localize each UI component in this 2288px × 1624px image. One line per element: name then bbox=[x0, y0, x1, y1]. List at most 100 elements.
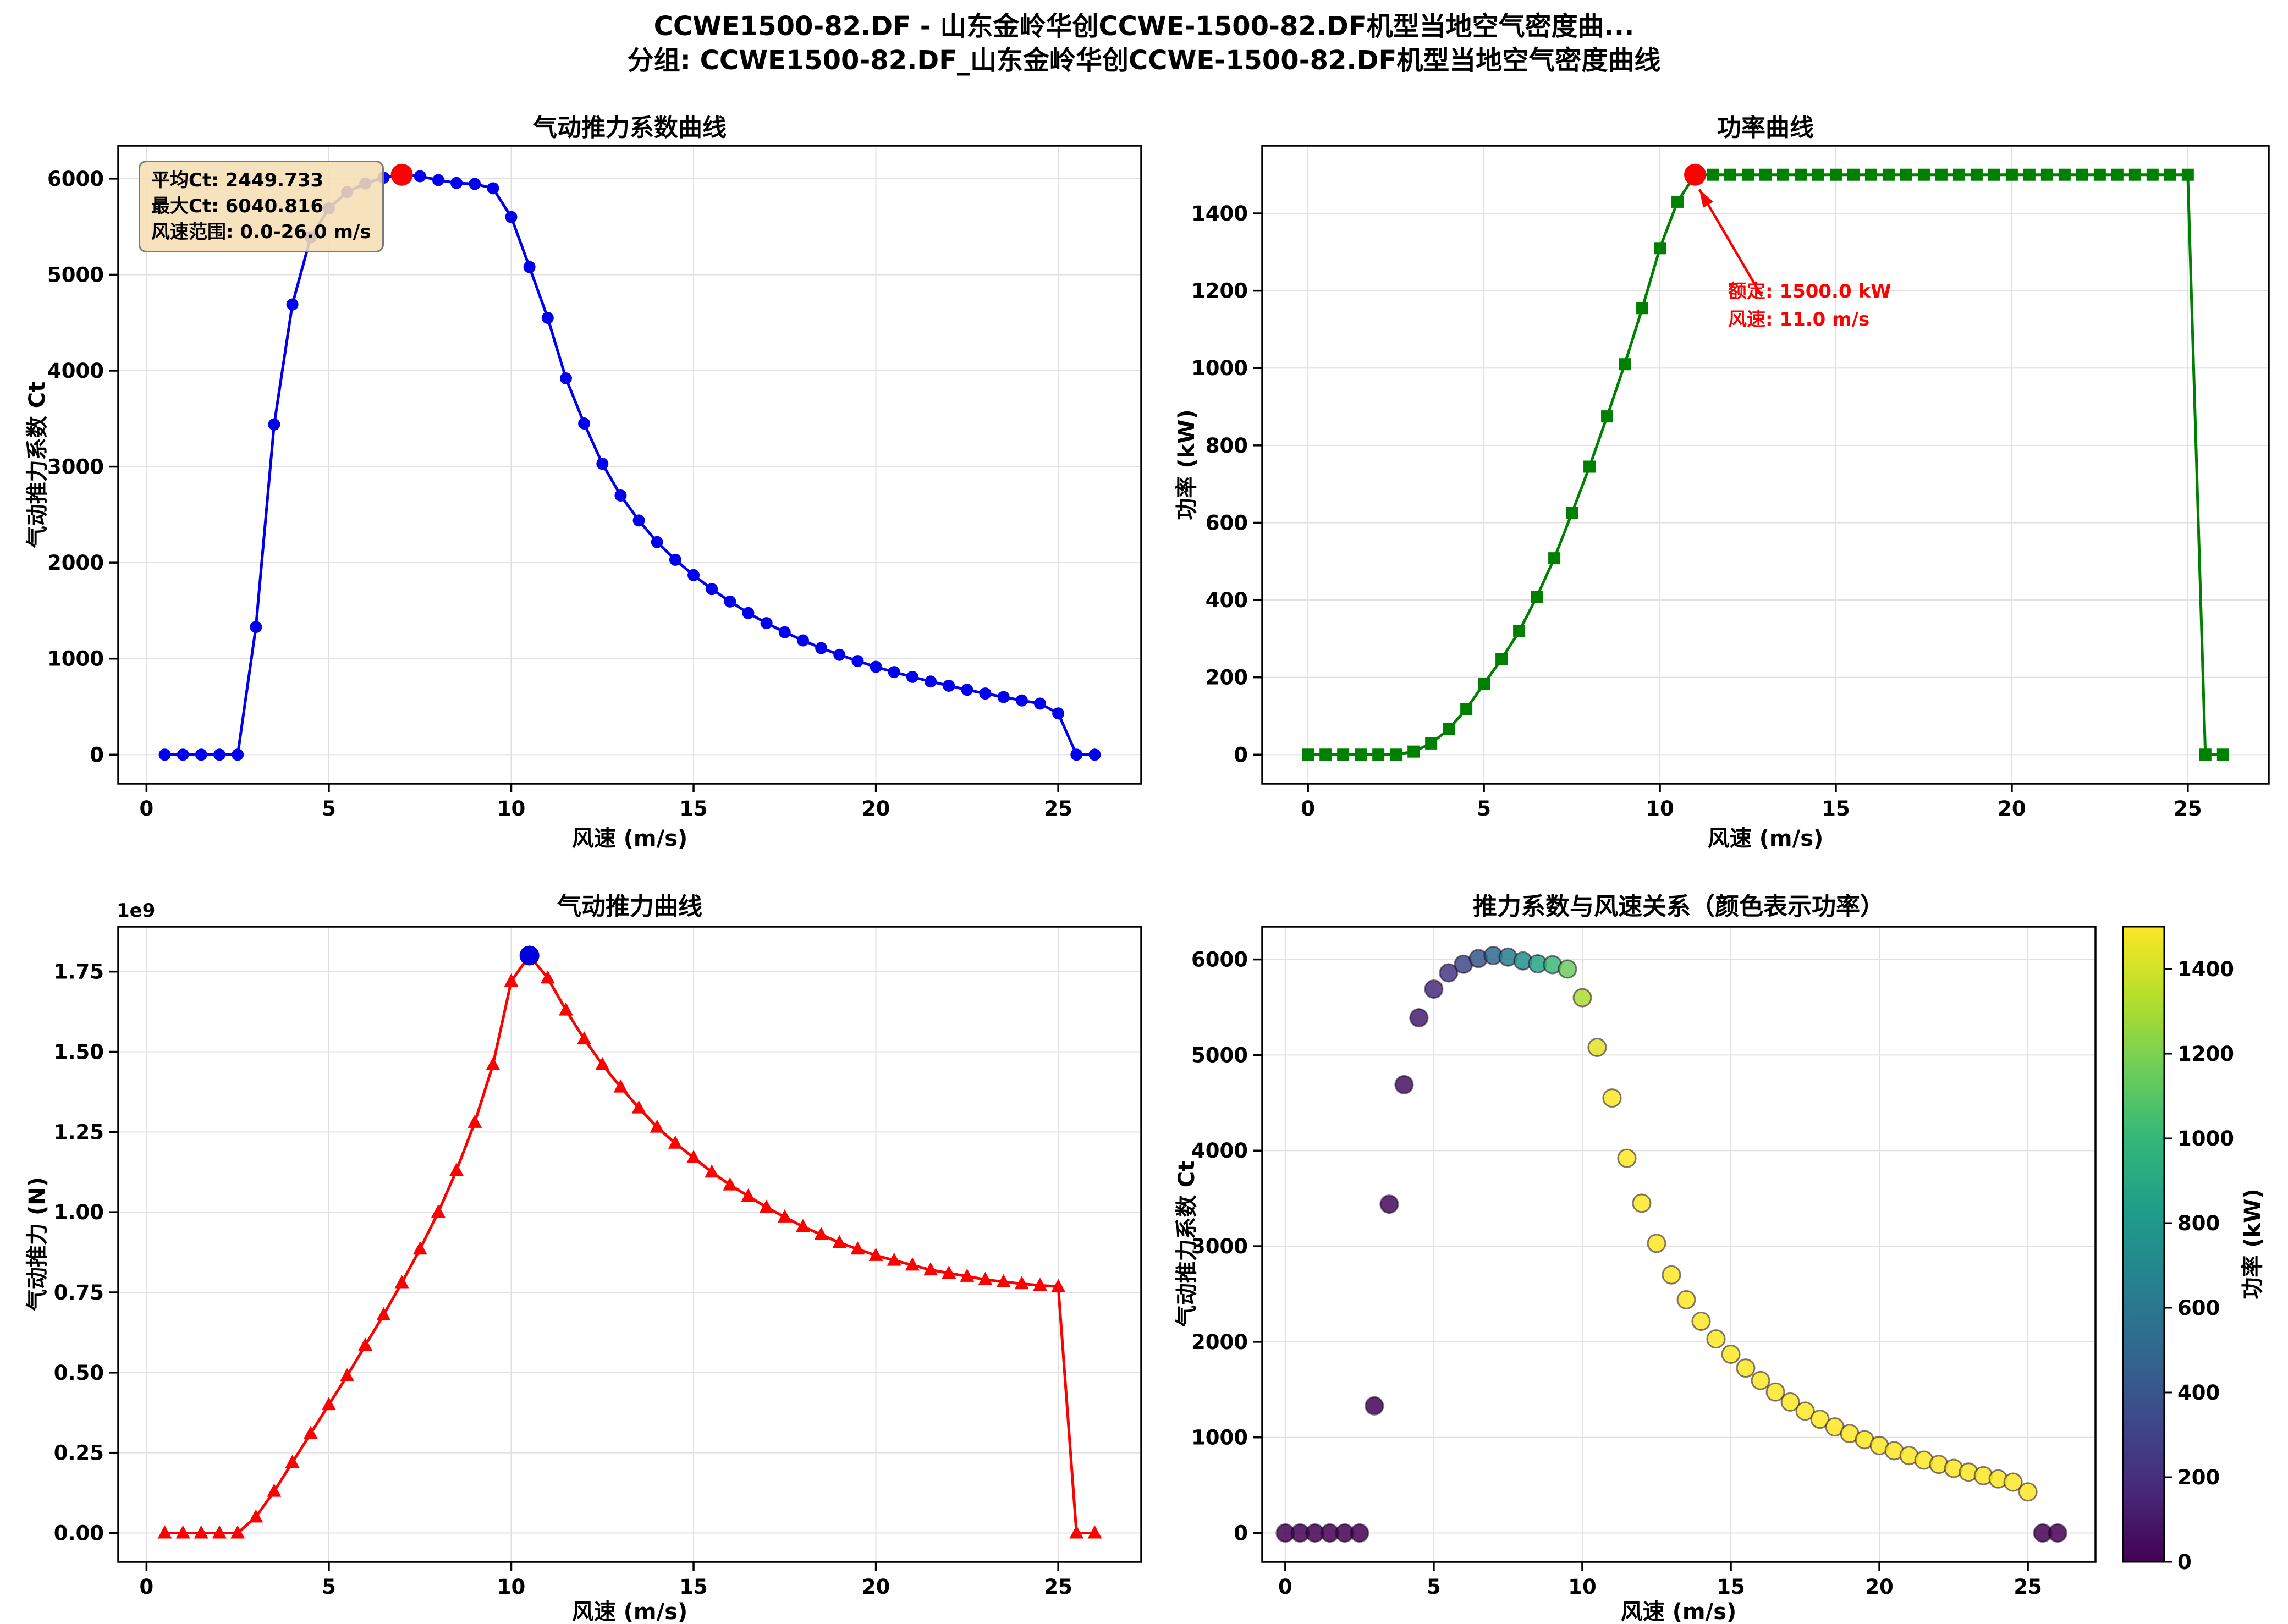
rated-power-point bbox=[1684, 163, 1707, 186]
svg-text:1200: 1200 bbox=[1191, 279, 1248, 303]
svg-text:25: 25 bbox=[1044, 1575, 1072, 1599]
svg-text:400: 400 bbox=[2177, 1381, 2220, 1405]
svg-text:1.25: 1.25 bbox=[54, 1120, 104, 1144]
colorbar: 0 200 400 600 800 1000 1200 1400 bbox=[2122, 926, 2234, 1574]
ylabel-thrust: 气动推力 (N) bbox=[25, 1177, 50, 1311]
ct-markers bbox=[158, 168, 1101, 761]
ylabel-scatter: 气动推力系数 Ct bbox=[1174, 1160, 1200, 1328]
svg-text:4000: 4000 bbox=[47, 359, 104, 383]
svg-text:25: 25 bbox=[2014, 1575, 2042, 1599]
svg-text:200: 200 bbox=[1206, 666, 1248, 690]
svg-text:5000: 5000 bbox=[47, 263, 104, 287]
svg-text:5: 5 bbox=[1477, 797, 1491, 821]
svg-text:1000: 1000 bbox=[1191, 1426, 1248, 1450]
svg-text:25: 25 bbox=[1044, 797, 1072, 821]
svg-text:1.00: 1.00 bbox=[54, 1201, 104, 1224]
ct-curve bbox=[163, 173, 1096, 756]
svg-text:20: 20 bbox=[1865, 1575, 1894, 1599]
ct-stats-mean: 平均Ct: 2449.733 bbox=[151, 169, 324, 191]
thrust-grid bbox=[118, 927, 1141, 1562]
scatter-grid bbox=[1262, 927, 2096, 1562]
svg-text:10: 10 bbox=[1646, 797, 1674, 821]
ct-stats-range: 风速范围: 0.0-26.0 m/s bbox=[151, 221, 371, 243]
svg-text:1000: 1000 bbox=[1191, 356, 1248, 380]
power-markers bbox=[1302, 168, 2229, 761]
power-panel: 0 5 10 15 20 25 0 200 400 600 800 1000 1200 1400 bbox=[1191, 145, 2270, 821]
scatter-panel: 0 5 10 15 20 25010002000300040005000600002004… bbox=[1191, 926, 2234, 1599]
ylabel-ct: 气动推力系数 Ct bbox=[25, 381, 50, 548]
svg-text:0.25: 0.25 bbox=[54, 1441, 104, 1465]
colorbar-label: 功率 (kW) bbox=[2240, 1188, 2265, 1300]
panel-title-thrust: 气动推力曲线 bbox=[557, 893, 702, 921]
svg-text:2000: 2000 bbox=[47, 551, 104, 575]
thrust-curve bbox=[163, 954, 1096, 1534]
rated-power-value: 额定: 1500.0 kW bbox=[1728, 280, 1891, 302]
svg-text:6000: 6000 bbox=[47, 167, 104, 191]
svg-text:0: 0 bbox=[1278, 1575, 1292, 1599]
svg-text:0: 0 bbox=[90, 743, 104, 767]
ylabel-power: 功率 (kW) bbox=[1174, 409, 1200, 520]
svg-text:800: 800 bbox=[2177, 1212, 2220, 1235]
svg-text:0.50: 0.50 bbox=[54, 1361, 104, 1385]
svg-text:25: 25 bbox=[2174, 797, 2202, 821]
svg-text:1000: 1000 bbox=[2177, 1127, 2234, 1150]
figure-suptitle-line1: CCWE1500-82.DF - 山东金岭华创CCWE-1500-82.DF机型… bbox=[653, 11, 1635, 42]
svg-text:6000: 6000 bbox=[1191, 948, 1248, 972]
svg-text:0.75: 0.75 bbox=[54, 1281, 104, 1304]
svg-text:10: 10 bbox=[497, 797, 526, 821]
ct-max-point bbox=[391, 163, 413, 186]
svg-text:10: 10 bbox=[497, 1575, 526, 1599]
panel-title-power: 功率曲线 bbox=[1717, 114, 1814, 142]
svg-text:0: 0 bbox=[1301, 797, 1315, 821]
svg-text:0: 0 bbox=[1234, 743, 1248, 767]
svg-text:800: 800 bbox=[1206, 434, 1248, 458]
scatter-points bbox=[1275, 946, 2067, 1543]
svg-text:4000: 4000 bbox=[1191, 1139, 1248, 1163]
panel-title-ct: 气动推力系数曲线 bbox=[533, 114, 727, 142]
svg-text:15: 15 bbox=[1822, 797, 1850, 821]
thrust-markers bbox=[157, 948, 1102, 1539]
rated-power-annotation: 额定: 1500.0 kW 风速: 11.0 m/s bbox=[1728, 278, 1891, 334]
figure-suptitle-line2: 分组: CCWE1500-82.DF_山东金岭华创CCWE-1500-82.DF… bbox=[627, 45, 1661, 76]
thrust-spines bbox=[117, 926, 1142, 1563]
thrust-ticks: 0 5 10 15 20 250.000.250.500.751.001.251.501.… bbox=[54, 960, 1072, 1599]
svg-text:600: 600 bbox=[1206, 511, 1248, 535]
svg-text:5: 5 bbox=[322, 1575, 336, 1599]
xlabel-power: 风速 (m/s) bbox=[1707, 826, 1824, 851]
svg-text:10: 10 bbox=[1568, 1575, 1597, 1599]
svg-text:0: 0 bbox=[2177, 1550, 2192, 1574]
svg-text:1000: 1000 bbox=[47, 647, 104, 671]
svg-text:3000: 3000 bbox=[47, 455, 104, 479]
ct-stats-annotation-box: 平均Ct: 2449.733 最大Ct: 6040.816 风速范围: 0.0-… bbox=[139, 161, 384, 252]
svg-text:2000: 2000 bbox=[1191, 1330, 1248, 1354]
svg-text:0: 0 bbox=[140, 1575, 154, 1599]
svg-text:15: 15 bbox=[679, 797, 708, 821]
xlabel-thrust: 风速 (m/s) bbox=[571, 1599, 688, 1624]
xlabel-ct: 风速 (m/s) bbox=[571, 826, 688, 851]
svg-text:20: 20 bbox=[862, 1575, 890, 1599]
svg-text:1400: 1400 bbox=[2177, 957, 2234, 981]
rated-wind-value: 风速: 11.0 m/s bbox=[1728, 309, 1870, 331]
svg-text:20: 20 bbox=[1998, 797, 2026, 821]
svg-text:0.00: 0.00 bbox=[54, 1522, 104, 1545]
svg-text:1400: 1400 bbox=[1191, 202, 1248, 225]
power-spines bbox=[1261, 145, 2270, 785]
ct-stats-max: 最大Ct: 6040.816 bbox=[151, 195, 324, 217]
power-grid bbox=[1262, 146, 2269, 784]
svg-text:5000: 5000 bbox=[1191, 1043, 1248, 1067]
power-curve bbox=[1306, 173, 2225, 756]
svg-text:600: 600 bbox=[2177, 1296, 2220, 1320]
svg-text:1200: 1200 bbox=[2177, 1042, 2234, 1066]
svg-text:1.50: 1.50 bbox=[54, 1041, 104, 1064]
scatter-spines bbox=[1261, 926, 2097, 1563]
svg-text:5: 5 bbox=[322, 797, 336, 821]
svg-text:200: 200 bbox=[2177, 1466, 2220, 1489]
power-ticks: 0 5 10 15 20 25 0 200 400 600 800 1000 1200 1400 bbox=[1191, 202, 2202, 821]
svg-text:5: 5 bbox=[1427, 1575, 1441, 1599]
thrust-axis-offset-text: 1e9 bbox=[117, 900, 156, 922]
svg-text:400: 400 bbox=[1206, 588, 1248, 612]
svg-text:1.75: 1.75 bbox=[54, 960, 104, 984]
thrust-max-point bbox=[519, 945, 540, 966]
